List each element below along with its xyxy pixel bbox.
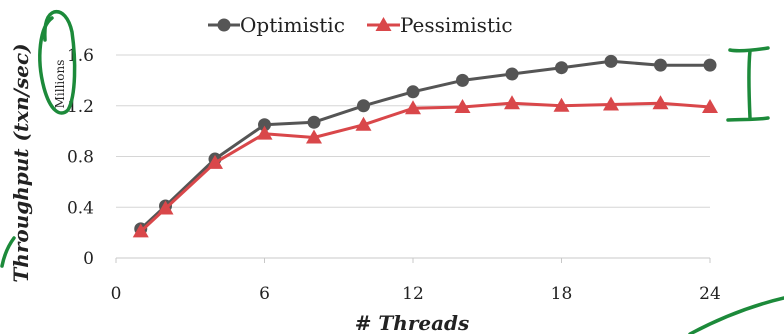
data-point-pessimistic [256, 125, 273, 140]
data-point-optimistic [357, 99, 370, 113]
legend-pessimistic-marker [375, 17, 392, 31]
data-point-pessimistic [702, 99, 718, 114]
data-point-optimistic [456, 73, 469, 87]
y-tick-label: 1.2 [67, 97, 94, 117]
x-tick-label: 0 [111, 284, 122, 304]
data-point-optimistic [307, 115, 321, 129]
x-tick-label: 24 [699, 284, 721, 304]
data-point-pessimistic [652, 95, 669, 110]
data-point-optimistic [555, 61, 568, 75]
y-tick-label: 0 [83, 249, 94, 269]
axes: 0 0.4 0.8 1.2 1.6 0 6 12 18 24 [67, 46, 721, 304]
x-tick-label: 6 [259, 284, 270, 304]
legend-optimistic-label: Optimistic [240, 13, 345, 37]
data-point-pessimistic [355, 116, 372, 131]
x-tick-label: 12 [402, 284, 424, 304]
legend-pessimistic-label: Pessimistic [400, 13, 513, 37]
handwritten-circle-mark [38, 9, 77, 115]
y-axis-units-label: Millions [53, 60, 67, 109]
series [132, 54, 718, 238]
data-point-pessimistic [157, 200, 174, 215]
legend-item-optimistic: Optimistic [208, 13, 345, 37]
data-point-optimistic [654, 58, 667, 72]
handwritten-curve-mark-left [0, 236, 16, 268]
y-tick-label: 1.6 [67, 46, 94, 66]
data-point-pessimistic [405, 100, 421, 115]
data-point-pessimistic [132, 223, 149, 238]
data-point-optimistic [258, 118, 271, 132]
series-line-optimistic [139, 59, 710, 230]
y-tick-label: 0.8 [67, 148, 94, 168]
data-point-optimistic [604, 54, 618, 68]
handwritten-curve-mark-right [688, 296, 784, 334]
series-line-pessimistic [139, 101, 711, 233]
data-point-optimistic [406, 85, 420, 99]
data-point-pessimistic [207, 154, 223, 169]
data-point-pessimistic [454, 99, 471, 114]
data-point-optimistic [505, 67, 519, 81]
legend-item-pessimistic: Pessimistic [367, 13, 513, 37]
x-axis-title: # Threads [355, 311, 470, 334]
data-point-pessimistic [603, 96, 619, 111]
data-point-optimistic [703, 58, 717, 72]
x-tick-label: 18 [551, 284, 573, 304]
handwritten-annotations [0, 9, 784, 334]
data-point-pessimistic [504, 95, 520, 110]
legend: Optimistic Pessimistic [208, 13, 513, 37]
data-point-pessimistic [306, 129, 322, 144]
y-tick-label: 0.4 [67, 198, 94, 218]
handwritten-bracket-mark [726, 46, 770, 122]
data-point-pessimistic [553, 97, 570, 112]
legend-optimistic-marker [217, 18, 231, 32]
y-axis-title: Throughput (txn/sec) [9, 43, 33, 282]
